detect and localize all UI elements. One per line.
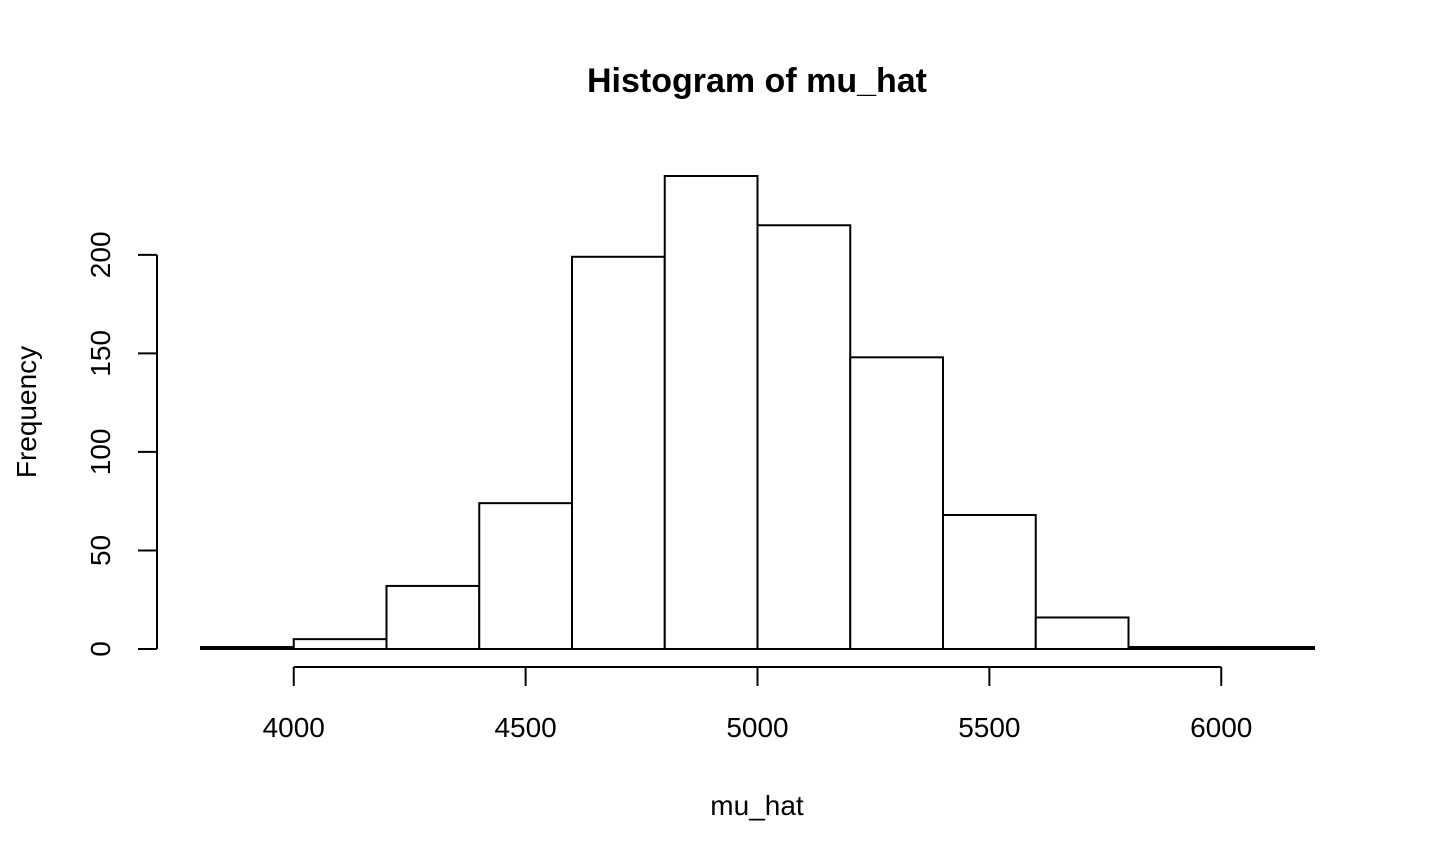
- y-axis-label: Frequency: [11, 346, 42, 478]
- histogram-bar-7: [849, 356, 944, 650]
- x-tick-label-2: 5000: [726, 712, 788, 743]
- x-tick-label-4: 6000: [1190, 712, 1252, 743]
- y-axis: 0 50 100 150 200: [85, 231, 158, 657]
- x-axis-label: mu_hat: [710, 790, 804, 821]
- y-tick-label-0: 0: [85, 641, 116, 657]
- chart-title: Histogram of mu_hat: [587, 62, 927, 100]
- y-tick-label-4: 200: [85, 231, 116, 278]
- x-axis: 4000 4500 5000 5500 6000: [263, 666, 1252, 743]
- histogram-bar-1: [292, 638, 388, 651]
- histogram-bar-9: [1034, 616, 1130, 650]
- y-tick-label-1: 50: [85, 535, 116, 566]
- x-tick-label-0: 4000: [263, 712, 325, 743]
- histogram-bar-3: [478, 502, 573, 650]
- y-tick-label-2: 100: [85, 429, 116, 476]
- histogram-bar-8: [942, 513, 1037, 650]
- x-tick-label-3: 5500: [958, 712, 1020, 743]
- histogram-bar-6: [756, 224, 852, 651]
- x-tick-label-1: 4500: [494, 712, 556, 743]
- y-tick-label-3: 150: [85, 330, 116, 377]
- histogram-bar-2: [385, 584, 481, 650]
- histogram-bar-0: [200, 646, 295, 651]
- histogram-bar-4: [571, 255, 666, 650]
- histogram-bar-10: [1127, 646, 1223, 651]
- bars-group: [200, 175, 1315, 651]
- histogram-bar-11: [1220, 646, 1315, 651]
- histogram-bar-5: [663, 175, 759, 650]
